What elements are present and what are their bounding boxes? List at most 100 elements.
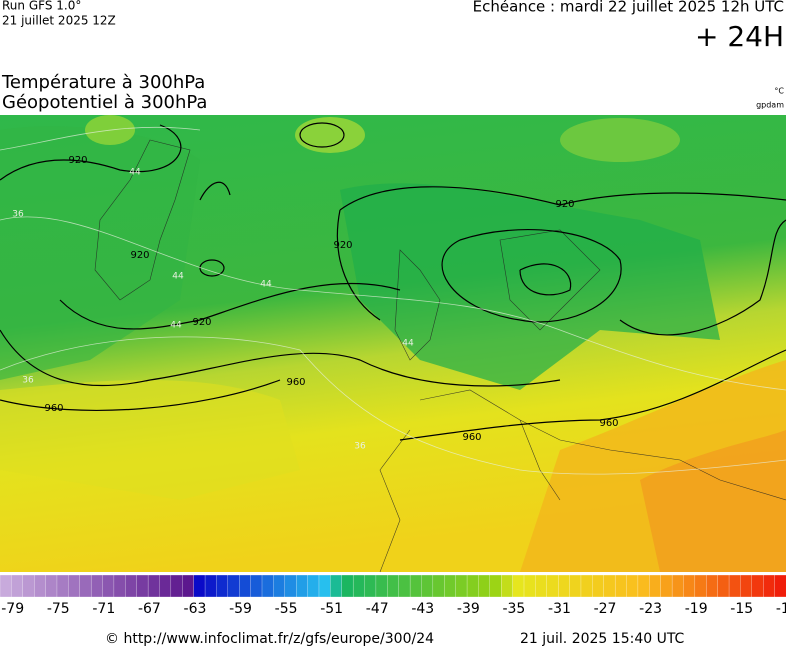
- run-label: Run GFS 1.0°: [2, 0, 81, 13]
- isotherm-label: 44: [129, 168, 141, 178]
- cold-area: [340, 183, 720, 390]
- colorbar-swatch: [330, 574, 343, 598]
- colorbar-tick-label: -15: [730, 601, 753, 617]
- colorbar-swatch: [45, 574, 58, 598]
- colorbar-swatch: [193, 574, 206, 598]
- colorbar-swatch: [147, 574, 160, 598]
- colorbar-swatch: [466, 574, 479, 598]
- colorbar-tick-label: -55: [275, 601, 298, 617]
- isotherm-label: 44: [170, 321, 182, 331]
- colorbar-swatch: [478, 574, 491, 598]
- colorbar-tick-label: -31: [548, 601, 571, 617]
- colorbar-swatch: [546, 574, 559, 598]
- colorbar-swatch: [170, 574, 183, 598]
- colorbar-swatch: [239, 574, 252, 598]
- colorbar-swatch: [751, 574, 764, 598]
- colorbar-swatch: [273, 574, 286, 598]
- colorbar-swatch: [660, 574, 673, 598]
- colorbar-swatch: [398, 574, 411, 598]
- colorbar-tick-label: -11: [776, 601, 786, 617]
- colorbar-swatch: [159, 574, 172, 598]
- colorbar-tick-label: -23: [639, 601, 662, 617]
- isohypse-label: 960: [44, 403, 63, 414]
- lead-time: + 24H: [695, 20, 784, 53]
- isohypse-label: 920: [555, 199, 574, 210]
- colorbar-swatch: [444, 574, 457, 598]
- colorbar-swatch: [318, 574, 331, 598]
- colorbar-swatch: [421, 574, 434, 598]
- colorbar-swatch: [706, 574, 719, 598]
- colorbar-tick-label: -19: [685, 601, 708, 617]
- colorbar-tick-label: -67: [138, 601, 161, 617]
- colorbar-swatch: [113, 574, 126, 598]
- colorbar-tick-label: -51: [320, 601, 343, 617]
- colorbar-swatch: [182, 574, 195, 598]
- colorbar-swatch: [90, 574, 103, 598]
- source-url: © http://www.infoclimat.fr/z/gfs/europe/…: [105, 631, 434, 647]
- colorbar-swatch: [489, 574, 502, 598]
- warm-spot: [295, 117, 365, 153]
- isohypse-label: 920: [333, 240, 352, 251]
- colorbar-swatch: [34, 574, 47, 598]
- colorbar-swatch: [307, 574, 320, 598]
- isotherm-label: 36: [22, 376, 34, 386]
- colorbar-swatch: [296, 574, 309, 598]
- colorbar-swatch: [341, 574, 354, 598]
- isotherm-label: 36: [354, 442, 366, 452]
- colorbar-tick-label: -47: [366, 601, 389, 617]
- isotherm-label: 44: [260, 280, 272, 290]
- colorbar-swatch: [102, 574, 115, 598]
- colorbar-swatch: [216, 574, 229, 598]
- colorbar-swatch: [637, 574, 650, 598]
- colorbar-tick-label: -71: [92, 601, 115, 617]
- colorbar: -79 -75 -71 -67 -63 -59 -55 -51 -47 -43 -39 -35 -31 -…: [0, 574, 786, 617]
- unit-geopotential: gpdam: [756, 101, 784, 110]
- title-geopotential: Géopotentiel à 300hPa: [2, 92, 207, 113]
- colorbar-swatch: [11, 574, 24, 598]
- colorbar-swatch: [56, 574, 69, 598]
- colorbar-swatch: [683, 574, 696, 598]
- isohypse-label: 920: [130, 250, 149, 261]
- isotherm-label: 36: [12, 210, 24, 220]
- coastlines: [94, 139, 786, 573]
- colorbar-swatch: [614, 574, 627, 598]
- colorbar-swatch: [694, 574, 707, 598]
- isohypse-label: 960: [462, 432, 481, 443]
- colorbar-swatch: [22, 574, 35, 598]
- colorbar-swatch: [375, 574, 388, 598]
- colorbar-swatch: [204, 574, 217, 598]
- colorbar-swatch: [717, 574, 730, 598]
- isotherm-label: 44: [172, 272, 184, 282]
- colorbar-swatch: [501, 574, 514, 598]
- colorbar-swatch: [352, 574, 365, 598]
- title-temperature: Température à 300hPa: [1, 72, 205, 93]
- colorbar-swatch: [740, 574, 753, 598]
- colorbar-swatch: [671, 574, 684, 598]
- colorbar-swatch: [387, 574, 400, 598]
- run-date: 21 juillet 2025 12Z: [2, 14, 116, 28]
- colorbar-tick-label: -59: [229, 601, 252, 617]
- colorbar-swatch: [774, 574, 786, 598]
- colorbar-swatch: [558, 574, 571, 598]
- isohypse-label: 960: [599, 418, 618, 429]
- isohypse-label: 920: [68, 155, 87, 166]
- colorbar-swatch: [535, 574, 548, 598]
- colorbar-swatch: [227, 574, 240, 598]
- colorbar-swatch: [125, 574, 138, 598]
- valid-time: Echéance : mardi 22 juillet 2025 12h UTC: [473, 0, 784, 16]
- colorbar-swatch: [284, 574, 297, 598]
- colorbar-tick-label: -39: [457, 601, 480, 617]
- colorbar-tick-label: -27: [594, 601, 617, 617]
- colorbar-swatch: [364, 574, 377, 598]
- timestamp: 21 juil. 2025 15:40 UTC: [520, 631, 685, 647]
- colorbar-swatch: [626, 574, 639, 598]
- colorbar-tick-label: -79: [1, 601, 24, 617]
- isohypses: [0, 122, 786, 441]
- colorbar-swatch: [136, 574, 149, 598]
- colorbar-tick-label: -63: [184, 601, 207, 617]
- colorbar-swatch: [569, 574, 582, 598]
- colorbar-swatch: [455, 574, 468, 598]
- colorbar-swatch: [79, 574, 92, 598]
- colorbar-swatch: [261, 574, 274, 598]
